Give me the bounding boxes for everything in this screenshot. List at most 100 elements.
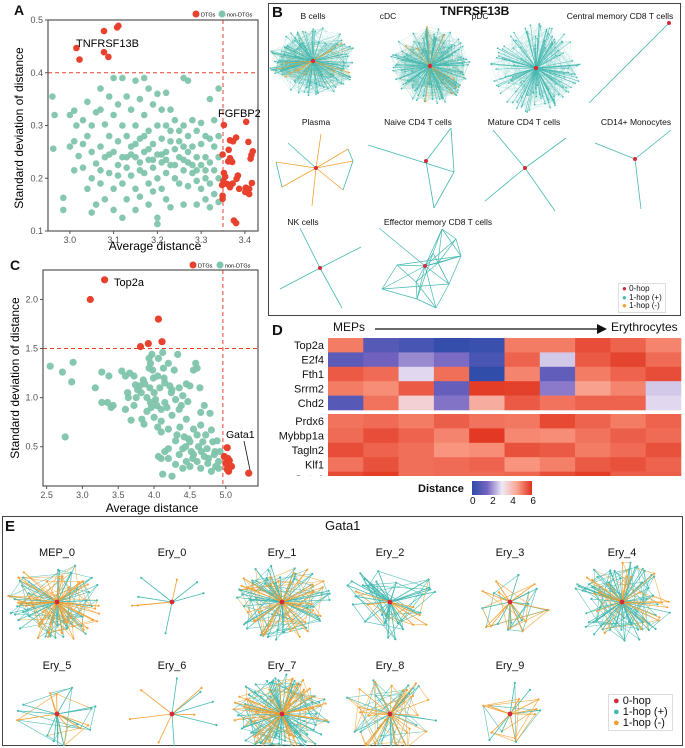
positive-edge bbox=[429, 59, 467, 67]
positive-node bbox=[27, 592, 30, 595]
non-dtg-point bbox=[186, 462, 194, 470]
network-edge bbox=[405, 45, 424, 50]
negative-node bbox=[586, 576, 589, 579]
network-edge bbox=[403, 84, 424, 97]
positive-node bbox=[622, 617, 625, 620]
negative-edge bbox=[275, 161, 317, 169]
network-edge bbox=[515, 710, 541, 742]
non-dtg-point bbox=[132, 206, 139, 214]
heatmap-cell bbox=[610, 366, 646, 382]
network-edge bbox=[546, 30, 553, 43]
network-edge bbox=[402, 84, 426, 102]
network-edge bbox=[298, 40, 300, 93]
network-edge bbox=[398, 28, 427, 42]
network-edge bbox=[246, 583, 254, 629]
network-edge bbox=[554, 64, 580, 106]
negative-node bbox=[412, 623, 415, 626]
network-edge bbox=[271, 51, 296, 83]
heatmap-row-label: Prdx6 bbox=[295, 416, 324, 428]
positive-edge bbox=[535, 67, 561, 83]
dtg-point bbox=[158, 338, 166, 346]
negative-edge bbox=[389, 713, 427, 732]
network-edge bbox=[502, 57, 534, 94]
network-edge bbox=[515, 699, 520, 742]
network-edge bbox=[291, 604, 301, 621]
non-dtg-point bbox=[154, 90, 161, 98]
positive-node bbox=[324, 42, 327, 44]
negative-edge bbox=[281, 601, 292, 621]
negative-node bbox=[390, 684, 393, 687]
heatmap-cell bbox=[469, 471, 505, 476]
network-edge bbox=[412, 74, 464, 88]
positive-edge bbox=[239, 589, 283, 603]
positive-node bbox=[576, 76, 578, 79]
positive-node bbox=[654, 627, 657, 630]
network-edge bbox=[412, 52, 422, 88]
network-edge bbox=[497, 48, 564, 98]
network-edge bbox=[450, 32, 456, 52]
negative-edge bbox=[312, 60, 335, 72]
heatmap-cell bbox=[504, 428, 541, 444]
network-edge bbox=[554, 39, 573, 61]
positive-edge bbox=[535, 36, 553, 69]
panel-b-frame bbox=[268, 3, 681, 316]
network-edge bbox=[515, 75, 567, 92]
positive-edge bbox=[437, 255, 462, 264]
positive-node bbox=[511, 75, 514, 78]
negative-node bbox=[131, 604, 134, 607]
non-dtg-point bbox=[174, 350, 182, 358]
network-edge bbox=[335, 56, 348, 88]
positive-edge bbox=[389, 601, 421, 614]
network-edge bbox=[559, 73, 575, 83]
heatmap-cell bbox=[363, 352, 399, 368]
network-edge bbox=[302, 695, 321, 707]
positive-node bbox=[584, 590, 587, 593]
positive-edge bbox=[500, 67, 537, 94]
network-edge bbox=[255, 683, 291, 685]
network-edge bbox=[319, 76, 350, 86]
negative-node bbox=[38, 622, 41, 625]
network-edge bbox=[512, 85, 538, 103]
network-edge bbox=[352, 604, 366, 622]
negative-node bbox=[93, 607, 97, 610]
negative-edge bbox=[389, 683, 417, 715]
positive-node bbox=[577, 63, 580, 66]
positive-edge bbox=[28, 592, 58, 603]
legend-nondtg-marker bbox=[218, 10, 226, 18]
colorbar-ticks: 0 2 4 6 bbox=[470, 496, 536, 507]
y-axis-label-c: Standard deviation of distance bbox=[8, 297, 22, 459]
legend-e-hop1-pos: ● 1-hop (+) bbox=[613, 706, 668, 718]
network-edge bbox=[533, 89, 549, 94]
positive-node bbox=[346, 696, 349, 699]
network-edge bbox=[648, 612, 670, 631]
network-label-b: Mature CD4 T cells bbox=[488, 117, 560, 127]
positive-node bbox=[247, 693, 251, 696]
negative-node bbox=[354, 590, 357, 593]
positive-node bbox=[438, 98, 441, 100]
negative-node bbox=[16, 719, 19, 722]
positive-node bbox=[576, 64, 578, 67]
positive-node bbox=[266, 679, 269, 683]
positive-node bbox=[599, 606, 602, 609]
non-dtg-point bbox=[123, 132, 130, 140]
negative-edge bbox=[269, 713, 283, 741]
x-tick-label: 3.2 bbox=[151, 235, 164, 245]
positive-node bbox=[395, 54, 397, 56]
negative-node bbox=[404, 44, 407, 47]
positive-node bbox=[567, 67, 570, 69]
positive-node bbox=[574, 82, 576, 84]
positive-node bbox=[534, 44, 536, 47]
legend-b: ● 0-hop ● 1-hop (+) ● 1-hop (-) bbox=[618, 283, 666, 313]
positive-node bbox=[512, 101, 514, 104]
negative-edge bbox=[50, 601, 58, 624]
dtg-point bbox=[228, 158, 236, 166]
negative-node bbox=[534, 713, 537, 716]
negative-node bbox=[297, 69, 300, 72]
network-edge bbox=[355, 591, 399, 624]
network-edge bbox=[522, 588, 538, 631]
non-dtg-point bbox=[167, 138, 174, 145]
annotation-tnfrsf13b: TNFRSF13B bbox=[76, 38, 139, 50]
network-edge bbox=[525, 592, 529, 622]
network-edge bbox=[362, 585, 431, 590]
network-edge bbox=[529, 88, 537, 110]
